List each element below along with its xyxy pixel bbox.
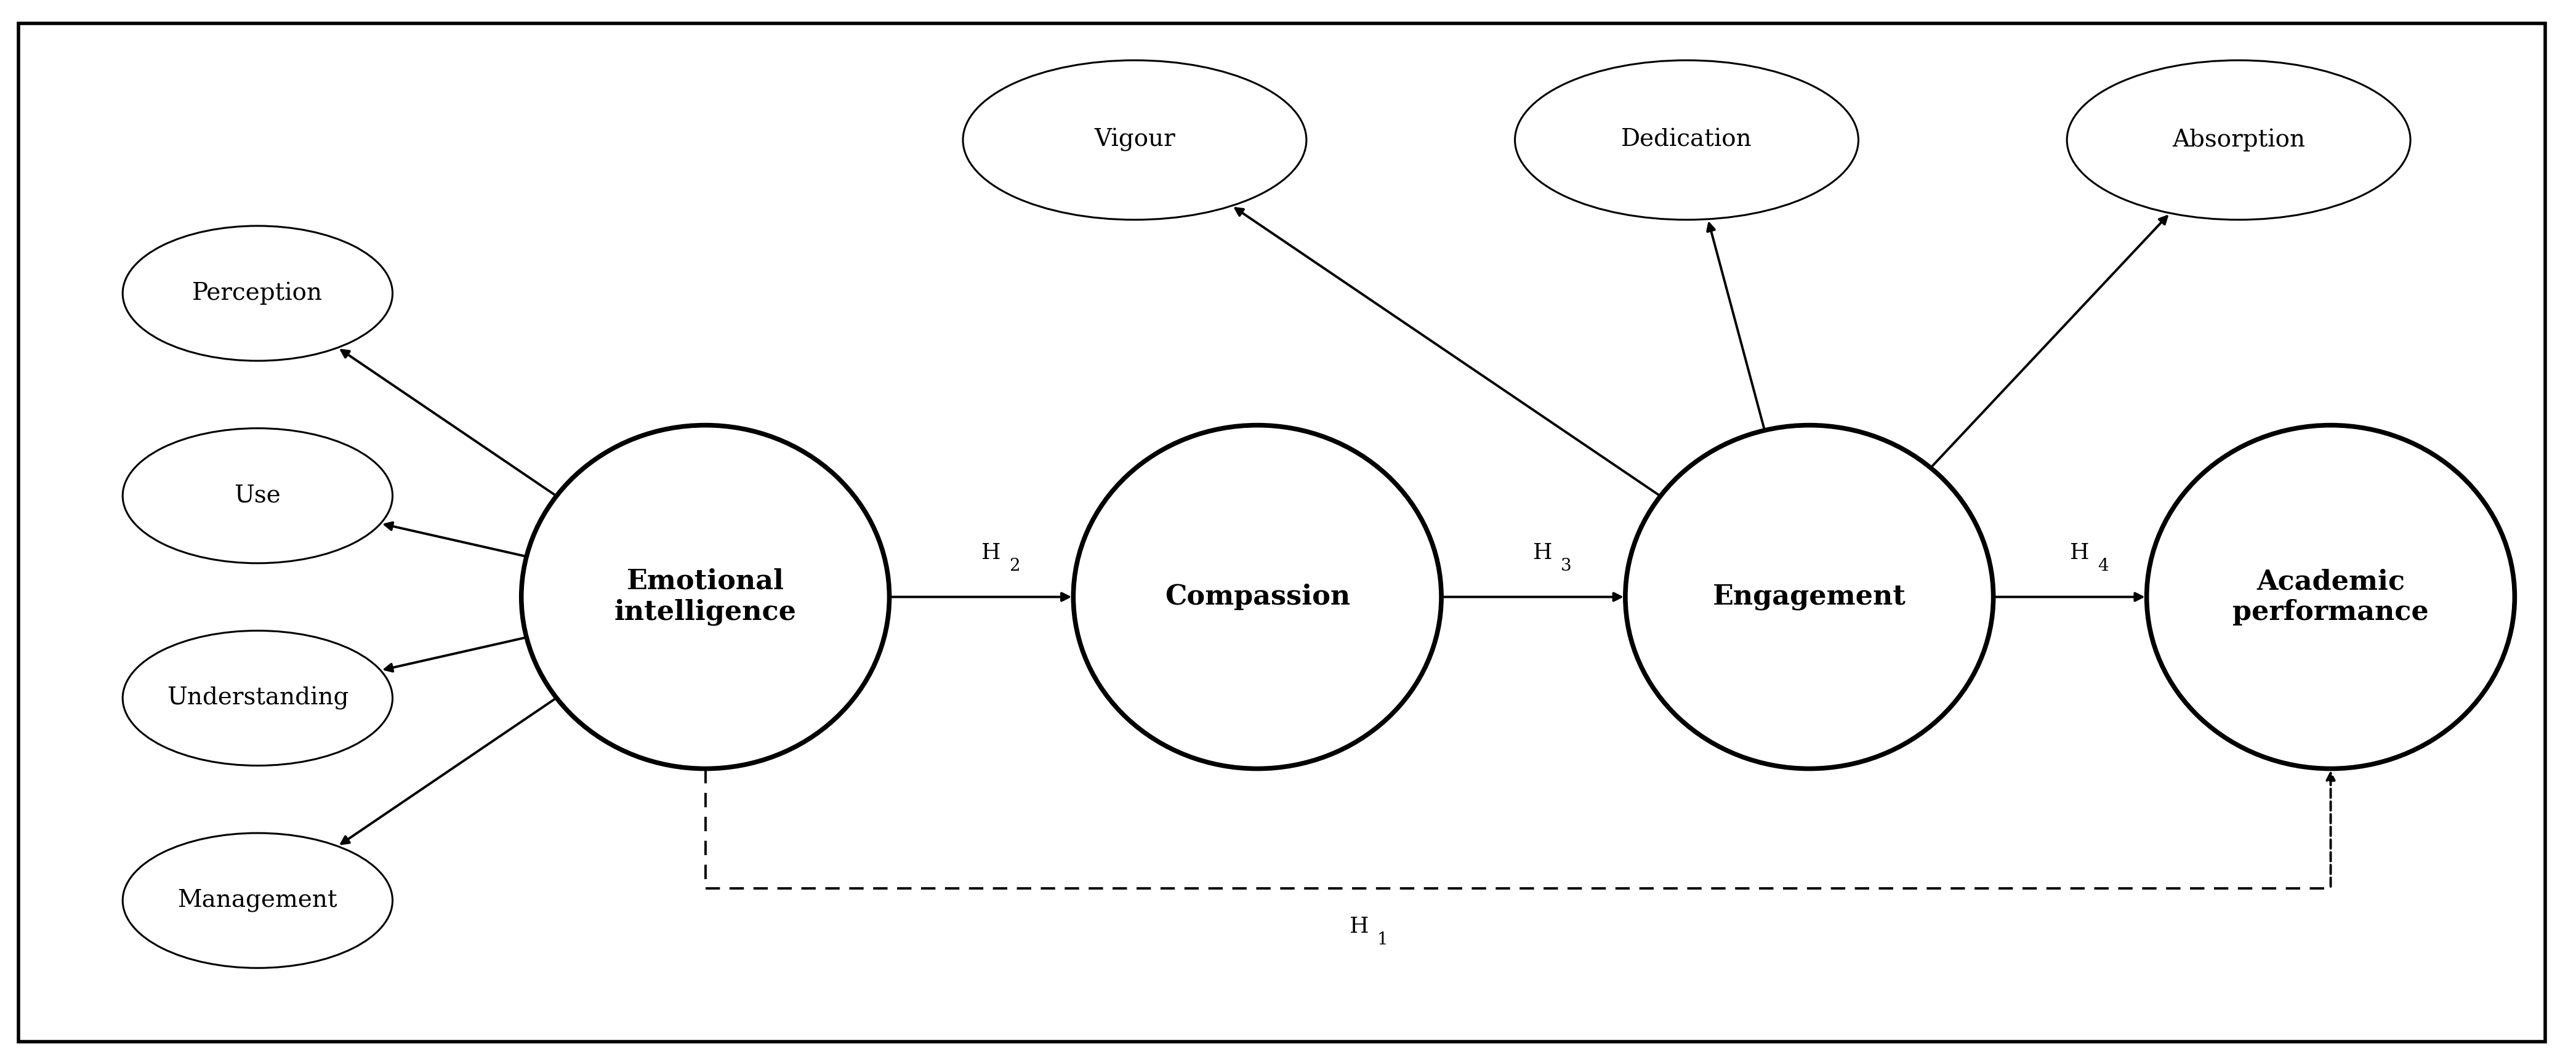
Ellipse shape [124,833,392,967]
Ellipse shape [2066,61,2411,220]
Text: H: H [1350,917,1368,938]
Ellipse shape [124,226,392,361]
Text: Use: Use [234,484,281,508]
FancyArrowPatch shape [340,699,554,843]
FancyArrowPatch shape [384,637,526,671]
Ellipse shape [1515,61,1857,220]
Ellipse shape [520,425,889,769]
Text: Emotional
intelligence: Emotional intelligence [613,568,796,626]
Ellipse shape [1074,425,1443,769]
FancyArrowPatch shape [1236,208,1659,495]
FancyArrowPatch shape [891,594,1069,601]
FancyArrowPatch shape [1932,217,2166,466]
Text: Academic
performance: Academic performance [2233,568,2429,626]
Text: Compassion: Compassion [1164,584,1350,611]
Text: H: H [2071,543,2089,563]
FancyArrowPatch shape [1994,594,2143,601]
Text: H: H [1533,543,1553,563]
Text: Management: Management [178,889,337,912]
FancyArrowPatch shape [1708,223,1765,429]
Ellipse shape [1625,425,1994,769]
Ellipse shape [963,61,1306,220]
Ellipse shape [124,631,392,766]
Text: Perception: Perception [193,281,322,305]
Text: Vigour: Vigour [1095,129,1175,152]
Text: 2: 2 [1010,558,1020,575]
FancyArrowPatch shape [384,523,526,556]
Text: 4: 4 [2097,558,2107,575]
Text: 3: 3 [1561,558,1571,575]
Text: Dedication: Dedication [1620,129,1752,152]
Text: H: H [981,543,999,563]
FancyArrowPatch shape [1443,594,1620,601]
Ellipse shape [2146,425,2514,769]
Text: Understanding: Understanding [167,686,348,709]
Text: 1: 1 [1378,931,1388,948]
Text: Absorption: Absorption [2172,129,2306,152]
Text: Engagement: Engagement [1713,584,1906,611]
Ellipse shape [124,428,392,563]
FancyArrowPatch shape [2326,773,2334,887]
FancyArrowPatch shape [340,350,554,495]
